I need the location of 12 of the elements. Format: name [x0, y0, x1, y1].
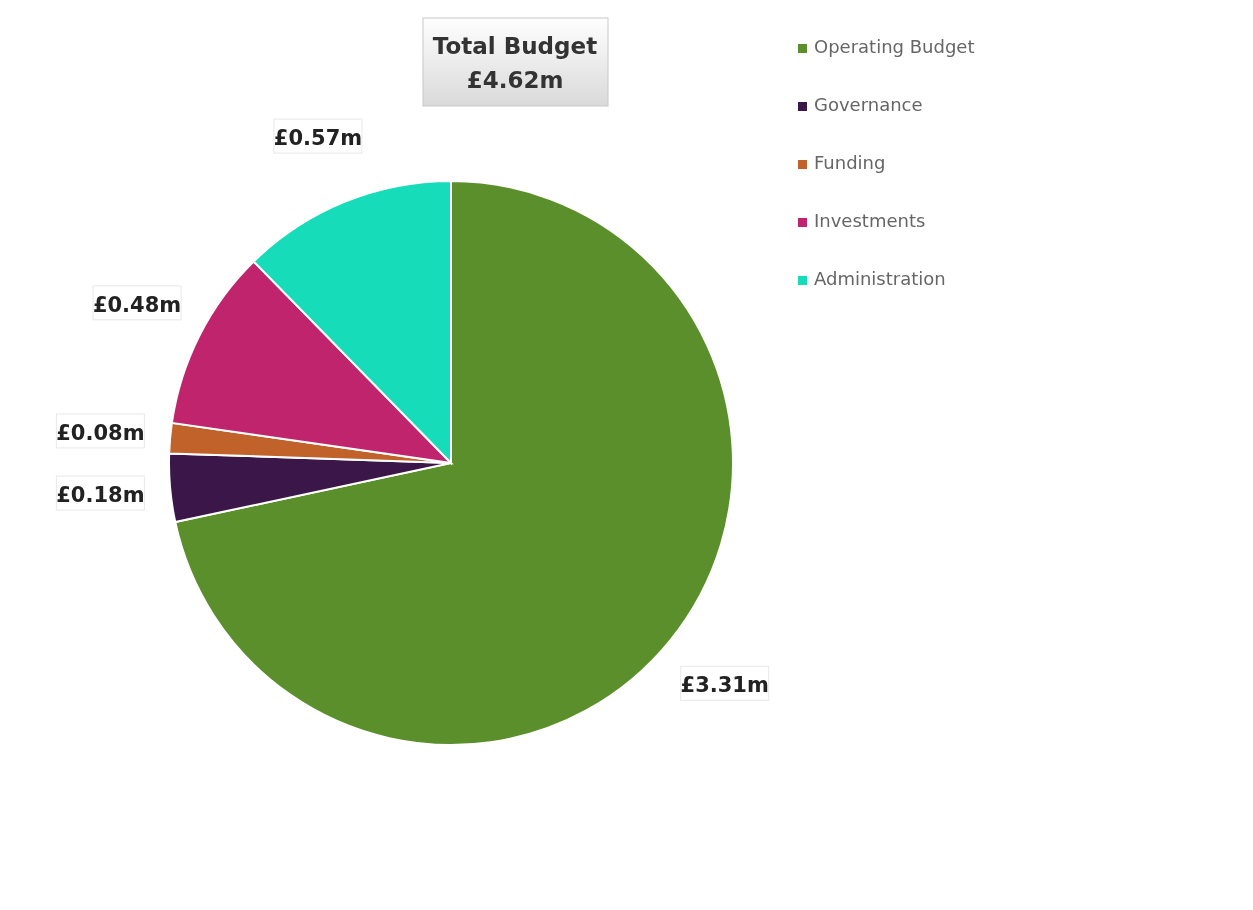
chart-title: Total Budget [432, 33, 598, 59]
data-label: £3.31m [680, 673, 769, 698]
text: £4.62m [466, 67, 564, 93]
data-label: £0.08m [56, 420, 145, 445]
legend-label: Funding [814, 152, 886, 173]
data-label: £0.57m [273, 126, 363, 151]
data-label: £0.48m [92, 292, 182, 317]
legend-label: Investments [814, 210, 926, 231]
data-label: £0.18m [56, 483, 145, 508]
legend-label: Governance [814, 94, 923, 115]
legend-label: Administration [814, 268, 946, 289]
legend-label: Operating Budget [814, 36, 975, 57]
